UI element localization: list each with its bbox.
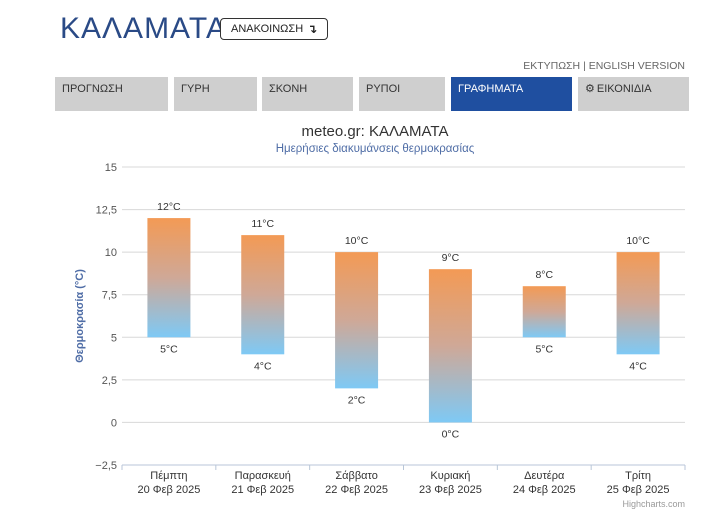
tab-pollen[interactable]: ΓΥΡΗ [174,77,257,111]
print-link[interactable]: ΕΚΤΥΠΩΣΗ [523,60,581,72]
max-temp-label: 8°C [535,269,553,281]
temperature-range-bar [616,252,660,355]
tab-pollutants[interactable]: ΡΥΠΟΙ [359,77,445,111]
x-tick-date-label: 25 Φεβ 2025 [607,484,670,496]
tab-label: ΠΡΟΓΝΩΣΗ [62,83,123,95]
max-temp-label: 10°C [626,235,650,247]
tab-label: ΓΡΑΦΗΜΑΤΑ [458,83,524,95]
link-separator: | [583,60,586,72]
temperature-range-bar [147,218,191,338]
x-tick-date-label: 21 Φεβ 2025 [231,484,294,496]
tab-forecast[interactable]: ΠΡΟΓΝΩΣΗ [55,77,168,111]
x-tick-day-label: Δευτέρα [524,470,565,482]
y-tick-label: 0 [111,417,117,429]
chart-title: meteo.gr: ΚΑΛΑΜΑΤΑ [301,123,448,140]
min-temp-label: 2°C [348,394,366,406]
max-temp-label: 12°C [157,201,181,213]
english-version-link[interactable]: ENGLISH VERSION [588,60,685,72]
x-tick-day-label: Τρίτη [625,470,651,482]
y-tick-label: 15 [105,162,117,174]
tab-icons[interactable]: ⚙ ΕΙΚΟΝΙΔΙΑ [578,77,689,111]
arrow-down-return-icon: ↴ [307,22,318,36]
y-tick-label: 7,5 [102,290,117,302]
y-tick-label: 10 [105,247,117,259]
max-temp-label: 10°C [345,235,369,247]
announcement-label: ΑΝΑΚΟΙΝΩΣΗ [231,23,304,35]
min-temp-label: 4°C [254,360,272,372]
x-tick-date-label: 24 Φεβ 2025 [513,484,576,496]
tab-label: ΣΚΟΝΗ [269,83,308,95]
y-tick-label: 12,5 [96,205,117,217]
highcharts-credit[interactable]: Highcharts.com [622,499,685,509]
min-temp-label: 0°C [442,428,460,440]
chart-subtitle: Ημερήσιες διακυμάνσεις θερμοκρασίας [276,143,475,155]
tab-dust[interactable]: ΣΚΟΝΗ [262,77,353,111]
tab-label: ΓΥΡΗ [181,83,210,95]
x-tick-day-label: Παρασκευή [235,470,291,482]
min-temp-label: 5°C [160,343,178,355]
tab-label: ΕΙΚΟΝΙΔΙΑ [596,83,652,95]
gear-icon: ⚙ [585,83,595,95]
y-tick-label: 2,5 [102,375,117,387]
tab-label: ΡΥΠΟΙ [366,83,401,95]
max-temp-label: 9°C [442,252,460,264]
temperature-range-bar [241,235,285,355]
y-tick-label: 5 [111,332,117,344]
tab-charts[interactable]: ΓΡΑΦΗΜΑΤΑ [451,77,572,111]
x-tick-date-label: 20 Φεβ 2025 [138,484,201,496]
announcement-button[interactable]: ΑΝΑΚΟΙΝΩΣΗ ↴ [220,18,329,40]
page-title: ΚΑΛΑΜΑΤΑ [60,12,227,45]
x-tick-day-label: Σάββατο [335,470,377,482]
y-axis-title: Θερμοκρασία (°C) [74,269,86,363]
temperature-range-bar [335,252,379,389]
y-tick-label: −2,5 [95,460,117,472]
temperature-range-bar [428,269,472,423]
x-tick-date-label: 23 Φεβ 2025 [419,484,482,496]
x-tick-day-label: Πέμπτη [150,470,187,482]
min-temp-label: 4°C [629,360,647,372]
top-links: ΕΚΤΥΠΩΣΗ | ENGLISH VERSION [523,60,685,72]
min-temp-label: 5°C [535,343,553,355]
max-temp-label: 11°C [251,218,274,230]
nav-tabs: ΠΡΟΓΝΩΣΗ ΓΥΡΗ ΣΚΟΝΗ ΡΥΠΟΙ ΓΡΑΦΗΜΑΤΑ ⚙ ΕΙΚ… [55,77,689,111]
x-tick-date-label: 22 Φεβ 2025 [325,484,388,496]
x-tick-day-label: Κυριακή [430,470,470,482]
temperature-range-bar [522,286,566,338]
